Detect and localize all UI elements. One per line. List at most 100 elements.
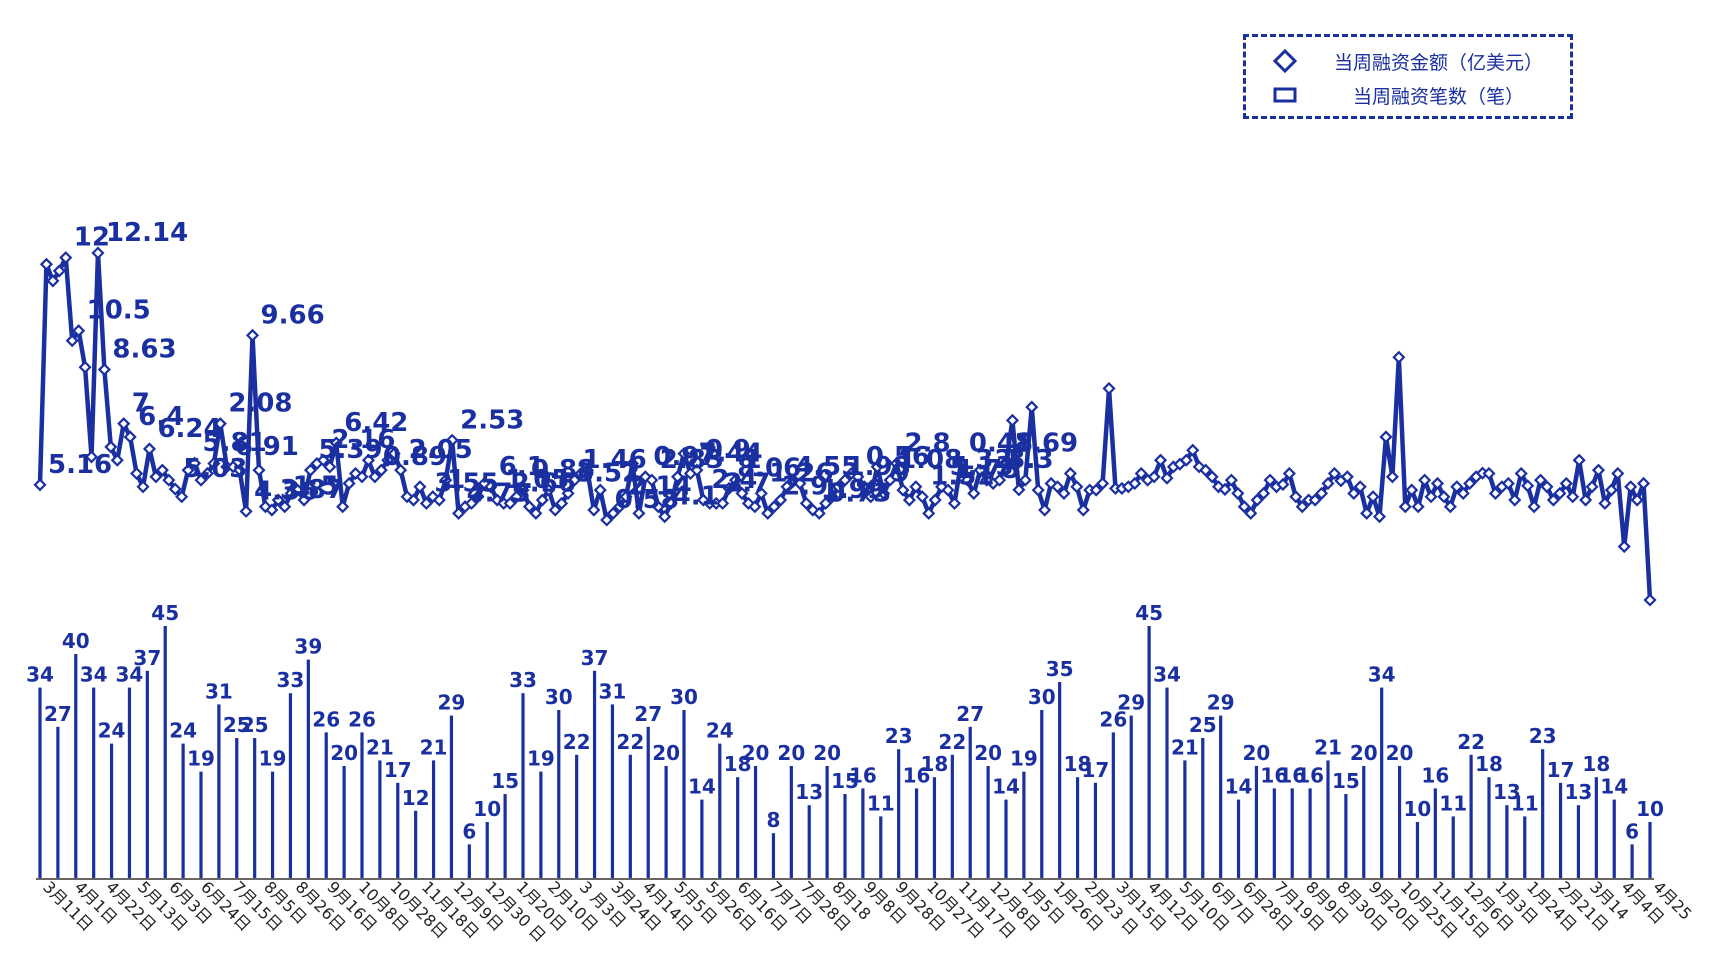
count-data-label: 25: [223, 713, 251, 737]
count-bar: [700, 799, 704, 878]
count-data-label: 23: [885, 724, 913, 748]
count-data-label: 45: [1135, 601, 1163, 625]
count-data-label: 13: [1493, 780, 1521, 804]
amount-point-marker: [889, 456, 904, 471]
amount-data-label: 4.36: [254, 476, 318, 506]
count-data-label: 27: [634, 702, 662, 726]
amount-point-marker: [252, 463, 266, 477]
amount-data-label: 9: [892, 458, 910, 488]
count-data-label: 12: [402, 786, 430, 810]
count-bar: [145, 670, 149, 878]
amount-point-marker: [909, 480, 923, 494]
count-bar: [74, 654, 78, 878]
amount-point-marker: [728, 473, 743, 487]
count-bar: [503, 794, 507, 878]
amount-data-label: 3.1: [975, 445, 1021, 475]
count-bar: [610, 704, 615, 878]
count-data-label: 21: [366, 735, 394, 759]
amount-point-marker: [1050, 480, 1065, 494]
amount-data-label: 2.05: [409, 435, 473, 465]
amount-point-marker: [1463, 476, 1477, 491]
amount-point-marker: [233, 463, 247, 477]
amount-point-marker: [1237, 500, 1251, 514]
count-bar: [879, 816, 883, 878]
count-data-label: 15: [831, 769, 859, 793]
count-bar: [861, 788, 865, 878]
amount-data-label: 5.13: [950, 452, 1014, 482]
count-bar: [628, 754, 632, 878]
amount-point-marker: [857, 480, 871, 494]
count-data-label: 11: [1439, 791, 1467, 815]
amount-point-marker: [761, 506, 775, 520]
amount-point-marker: [658, 510, 672, 524]
amount-point-marker: [1089, 483, 1103, 497]
count-bar: [753, 766, 758, 878]
count-bar: [1111, 732, 1115, 878]
count-data-label: 33: [277, 668, 305, 692]
amount-point-marker: [181, 463, 195, 477]
amount-data-label: 3.3: [1008, 445, 1054, 475]
count-data-label: 26: [348, 707, 376, 731]
count-bar: [378, 760, 382, 878]
amount-point-marker: [793, 476, 807, 491]
amount-point-marker: [1031, 483, 1045, 497]
amount-data-label: 5.39: [318, 435, 382, 465]
amount-point-marker: [1379, 430, 1393, 444]
amount-point-marker: [1205, 470, 1219, 484]
count-data-label: 14: [1600, 775, 1628, 799]
count-data-label: 20: [777, 741, 805, 765]
count-data-label: 24: [706, 719, 734, 743]
amount-point-marker: [651, 500, 665, 514]
amount-point-marker: [716, 496, 730, 510]
count-bar: [1040, 710, 1044, 878]
amount-point-marker: [381, 453, 395, 467]
count-data-label: 6: [462, 819, 476, 843]
count-data-label: 27: [44, 702, 72, 726]
amount-data-label: 4.73: [467, 478, 531, 508]
count-data-label: 34: [1153, 663, 1181, 687]
amount-point-marker: [46, 274, 60, 288]
count-data-label: 13: [1565, 780, 1593, 804]
count-data-label: 11: [867, 791, 895, 815]
count-bar: [360, 732, 364, 878]
amount-point-marker: [1224, 473, 1238, 487]
amount-data-label: 8.63: [112, 335, 176, 365]
count-data-label: 29: [1207, 691, 1235, 715]
count-bar: [127, 687, 132, 878]
count-bar: [163, 626, 167, 878]
count-bar: [897, 749, 901, 878]
amount-data-label: 6.24: [157, 414, 221, 444]
amount-point-marker: [542, 483, 556, 497]
amount-point-marker: [1018, 473, 1032, 487]
amount-point-marker: [838, 473, 852, 487]
amount-point-marker: [200, 466, 214, 481]
amount-point-marker: [1057, 486, 1071, 500]
amount-point-marker: [329, 436, 343, 450]
count-data-label: 19: [1010, 747, 1038, 771]
amount-point-marker: [883, 473, 897, 487]
amount-data-label: 5.81: [203, 428, 267, 458]
count-data-label: 15: [491, 769, 519, 793]
amount-point-marker: [1147, 470, 1161, 484]
amount-point-marker: [1508, 493, 1522, 507]
amount-data-label: 0.48: [969, 429, 1033, 459]
amount-point-marker: [548, 503, 562, 517]
amount-data-label: 2.7: [724, 468, 770, 498]
amount-point-marker: [419, 496, 433, 510]
count-bar: [539, 771, 543, 878]
amount-point-marker: [374, 463, 388, 477]
count-data-label: 18: [724, 752, 752, 776]
amount-point-marker: [967, 486, 981, 500]
amount-point-marker: [960, 473, 974, 487]
amount-point-marker: [1244, 506, 1258, 520]
count-data-label: 14: [992, 775, 1020, 799]
amount-data-label: 3.52: [576, 458, 640, 488]
count-bar: [1380, 687, 1384, 878]
amount-point-marker: [928, 493, 942, 507]
amount-data-label: 1.98: [847, 452, 911, 482]
count-bar: [342, 766, 346, 878]
amount-data-label: 1.99: [821, 475, 885, 505]
count-bar: [396, 782, 400, 878]
count-bar: [557, 710, 561, 878]
amount-point-marker: [915, 490, 929, 504]
